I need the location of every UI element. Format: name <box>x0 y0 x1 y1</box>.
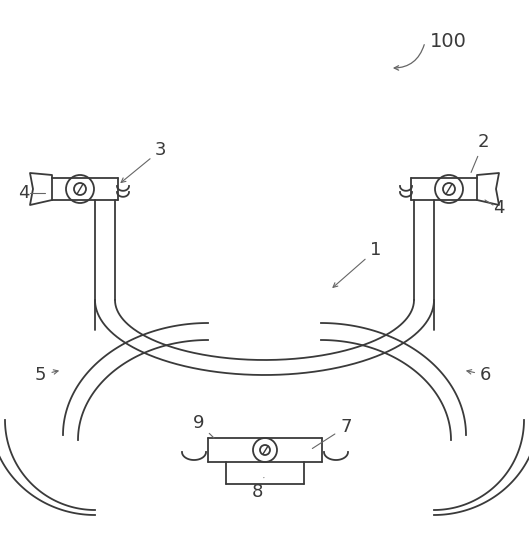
Text: 5: 5 <box>35 366 58 384</box>
Text: 4: 4 <box>18 184 30 202</box>
Text: 6: 6 <box>467 366 491 384</box>
Text: 1: 1 <box>333 241 381 287</box>
Text: 4: 4 <box>493 199 505 217</box>
Text: 2: 2 <box>471 133 489 173</box>
Text: 9: 9 <box>193 414 214 438</box>
Text: 7: 7 <box>312 418 351 448</box>
Text: 8: 8 <box>252 477 264 501</box>
FancyArrowPatch shape <box>394 45 424 70</box>
Text: 100: 100 <box>430 32 467 51</box>
Text: 3: 3 <box>121 141 167 183</box>
